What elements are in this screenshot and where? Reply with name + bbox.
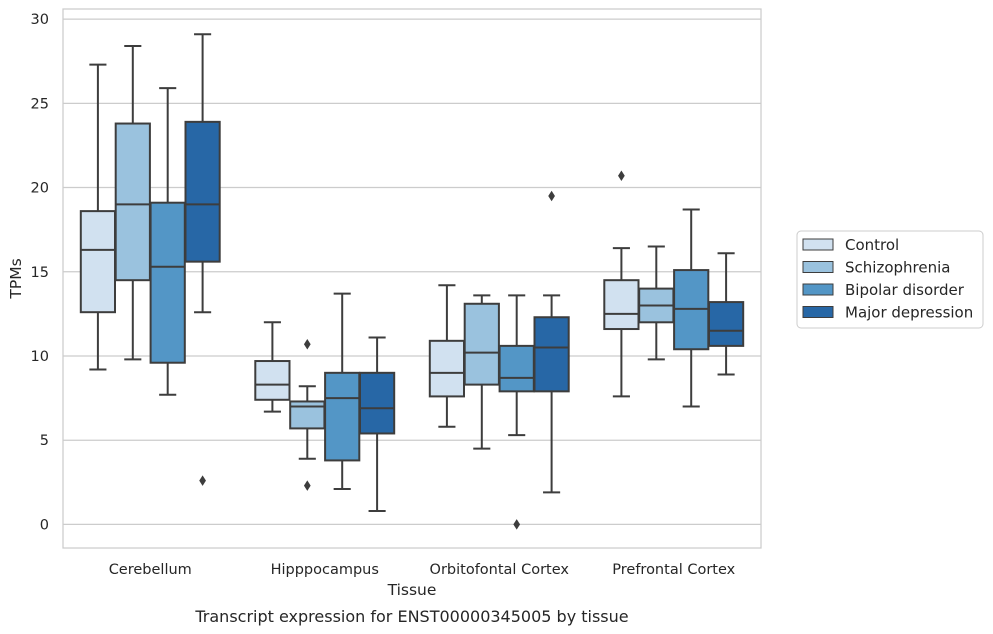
- box-major-depression-2: [533, 190, 570, 494]
- x-axis-label: Tissue: [387, 581, 437, 599]
- box-control-0: [79, 63, 117, 371]
- legend-label: Control: [845, 236, 899, 254]
- iqr-box: [358, 371, 396, 435]
- outlier-point: [618, 170, 625, 182]
- box-major-depression-1: [358, 336, 396, 512]
- outlier-point: [303, 480, 311, 491]
- legend-frame: [796, 230, 984, 329]
- x-tick-label: Cerebellum: [109, 562, 192, 578]
- box-major-depression-0: [184, 33, 221, 486]
- box-schizophrenia-2: [463, 294, 500, 450]
- plot-frame: [62, 8, 762, 549]
- iqr-box: [324, 371, 361, 462]
- iqr-box: [289, 400, 326, 430]
- outlier-point: [199, 475, 206, 486]
- legend-swatch: [802, 261, 834, 273]
- legend-label: Schizophrenia: [845, 259, 950, 277]
- y-tick-labels: 0 5 10 15 20 25 30: [31, 12, 49, 533]
- box-control-1: [254, 321, 291, 413]
- legend-swatch: [802, 283, 834, 296]
- iqr-box: [254, 360, 291, 401]
- box-bipolar-disorder-0: [149, 87, 186, 396]
- x-tick-labels: Cerebellum Hipppocampus Orbitofontal Corte…: [109, 562, 736, 578]
- iqr-box: [114, 122, 151, 282]
- y-tick-label: 5: [40, 433, 49, 449]
- outlier-point: [303, 338, 311, 350]
- legend-swatch: [802, 306, 834, 318]
- y-tick-label: 20: [31, 181, 49, 197]
- iqr-box: [428, 339, 466, 398]
- iqr-box: [79, 210, 117, 314]
- outlier-point: [513, 519, 521, 530]
- iqr-box: [707, 301, 745, 347]
- box-schizophrenia-1: [289, 338, 326, 491]
- y-tick-label: 25: [31, 96, 49, 112]
- legend-label: Bipolar disorder: [845, 281, 965, 299]
- y-tick-label: 10: [31, 349, 49, 365]
- chart-caption: Transcript expression for ENST0000034500…: [194, 607, 628, 626]
- iqr-box: [184, 120, 221, 263]
- box-schizophrenia-0: [114, 45, 151, 361]
- legend-swatch: [802, 238, 834, 251]
- y-tick-label: 15: [31, 265, 49, 281]
- iqr-box: [498, 344, 535, 393]
- y-axis-label: TPMs: [7, 258, 25, 299]
- iqr-box: [533, 316, 570, 393]
- box-bipolar-disorder-3: [673, 208, 710, 408]
- box-control-2: [428, 284, 466, 428]
- legend: Control Schizophrenia Bipolar disorder Majo…: [796, 230, 984, 329]
- y-tick-label: 30: [31, 12, 49, 28]
- x-tick-label: Hipppocampus: [271, 562, 379, 578]
- box-bipolar-disorder-2: [498, 294, 535, 530]
- y-tick-label: 0: [40, 517, 49, 533]
- legend-label: Major depression: [845, 304, 973, 322]
- iqr-box: [603, 279, 640, 331]
- iqr-box: [149, 201, 186, 364]
- outlier-point: [548, 190, 555, 202]
- iqr-box: [463, 302, 500, 386]
- box-bipolar-disorder-1: [324, 292, 361, 491]
- box-control-3: [603, 170, 640, 398]
- x-tick-label: Prefrontal Cortex: [612, 562, 735, 578]
- box-major-depression-3: [707, 252, 745, 376]
- x-tick-label: Orbitofontal Cortex: [430, 562, 570, 578]
- box-groups: [79, 33, 745, 530]
- box-schizophrenia-3: [638, 245, 675, 361]
